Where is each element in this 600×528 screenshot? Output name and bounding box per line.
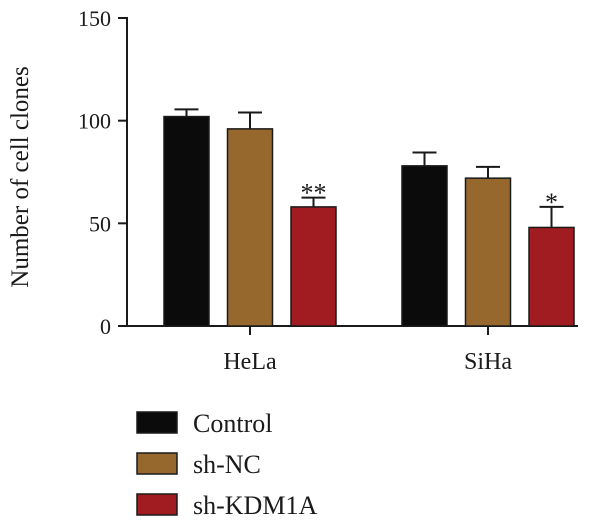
significance-label: * bbox=[545, 188, 558, 217]
y-tick-label: 150 bbox=[78, 6, 111, 31]
bar-siha-sh-kdm1a bbox=[528, 226, 575, 327]
x-tick-label: HeLa bbox=[223, 349, 277, 375]
legend-label: sh-NC bbox=[193, 450, 261, 479]
y-tick-label: 0 bbox=[100, 314, 111, 339]
legend-swatch bbox=[136, 452, 178, 475]
y-tick-label: 50 bbox=[89, 211, 111, 236]
bar-siha-control bbox=[401, 165, 448, 327]
bars bbox=[163, 108, 575, 327]
significance-label: ** bbox=[301, 179, 327, 208]
bar-hela-sh-kdm1a bbox=[290, 206, 337, 327]
bar-hela-sh-nc bbox=[226, 128, 274, 327]
legend-label: sh-KDM1A bbox=[193, 491, 317, 520]
legend-swatch bbox=[136, 411, 178, 434]
legend: Control sh-NC sh-KDM1A bbox=[136, 409, 317, 520]
y-axis-title: Number of cell clones bbox=[7, 66, 34, 287]
bar-hela-control bbox=[163, 115, 210, 327]
x-tick-label: SiHa bbox=[464, 349, 512, 375]
legend-swatch bbox=[136, 493, 178, 516]
bar-siha-sh-nc bbox=[464, 177, 512, 327]
y-tick-label: 100 bbox=[78, 109, 111, 134]
legend-label: Control bbox=[193, 409, 272, 438]
